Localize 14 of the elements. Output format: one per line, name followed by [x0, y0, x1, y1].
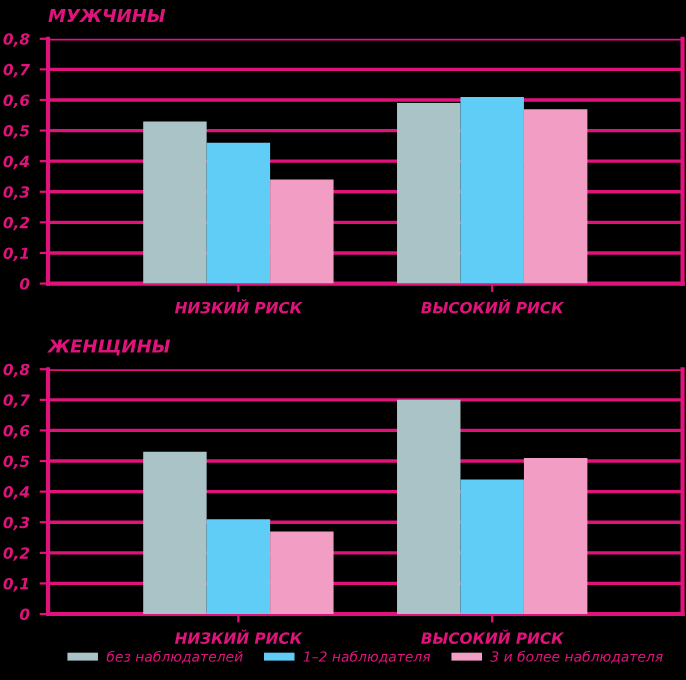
- bar: [270, 179, 334, 284]
- bar: [206, 142, 271, 284]
- bar: [523, 109, 588, 284]
- bar: [460, 479, 524, 615]
- bar: [143, 121, 207, 284]
- bar: [523, 457, 588, 615]
- chart-title: МУЖЧИНЫ: [48, 8, 166, 23]
- bar: [206, 519, 271, 615]
- bar: [460, 96, 524, 284]
- bar: [397, 103, 461, 284]
- bar: [143, 451, 207, 615]
- bar: [397, 399, 461, 615]
- chart-title: ЖЕНЩИНЫ: [47, 339, 171, 356]
- bar: [270, 531, 334, 615]
